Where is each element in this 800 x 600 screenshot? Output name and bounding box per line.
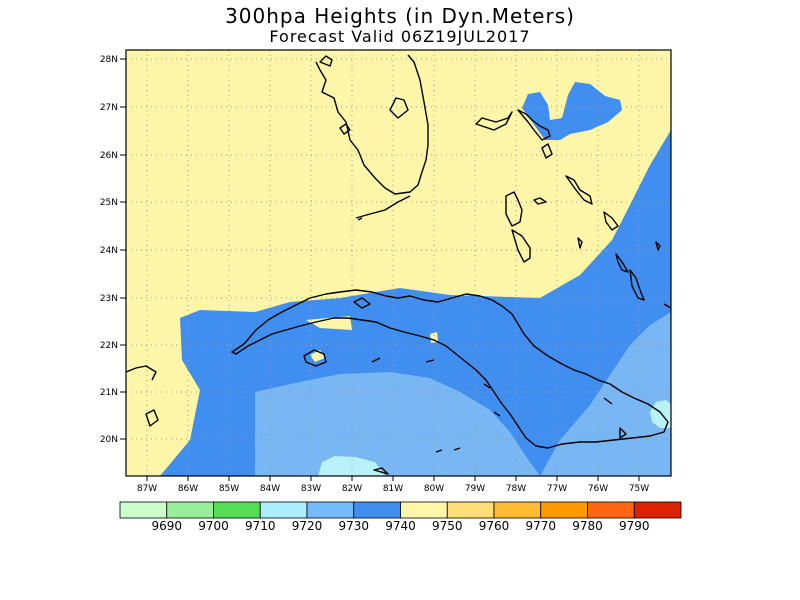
colorbar-label: 9780 bbox=[572, 519, 603, 533]
lon-label-81w: 81W bbox=[383, 484, 403, 494]
colorbar-swatch bbox=[119, 501, 168, 519]
lon-label-87w: 87W bbox=[137, 484, 157, 494]
colorbar-label: 9710 bbox=[245, 519, 276, 533]
colorbar-swatch bbox=[353, 501, 401, 519]
colorbar-swatch bbox=[587, 501, 635, 519]
colorbar-swatch bbox=[540, 501, 588, 519]
lon-label-76w: 76W bbox=[588, 484, 608, 494]
field-9720-east bbox=[540, 312, 671, 476]
field-9730-bahamas bbox=[522, 82, 622, 140]
lat-label-23n: 23N bbox=[100, 294, 118, 304]
lat-label-24n: 24N bbox=[100, 246, 118, 256]
lon-label-78w: 78W bbox=[506, 484, 526, 494]
lon-label-85w: 85W bbox=[219, 484, 239, 494]
lat-label-25n: 25N bbox=[100, 198, 118, 208]
colorbar-swatch bbox=[633, 501, 682, 519]
lat-axis bbox=[120, 58, 126, 440]
colorbar-label: 9760 bbox=[479, 519, 510, 533]
colorbar-swatch bbox=[259, 501, 308, 519]
height-field bbox=[126, 50, 671, 476]
field-9710-east bbox=[650, 400, 671, 428]
lat-label-26n: 26N bbox=[100, 151, 118, 161]
lon-label-80w: 80W bbox=[424, 484, 444, 494]
colorbar-swatch bbox=[446, 501, 495, 519]
colorbar-label: 9730 bbox=[338, 519, 369, 533]
colorbar-label: 9770 bbox=[525, 519, 556, 533]
colorbar-label: 9690 bbox=[151, 519, 182, 533]
colorbar-label: 9790 bbox=[619, 519, 650, 533]
lon-label-83w: 83W bbox=[301, 484, 321, 494]
colorbar-label: 9720 bbox=[292, 519, 323, 533]
lon-label-75w: 75W bbox=[629, 484, 649, 494]
lon-label-79w: 79W bbox=[465, 484, 485, 494]
lon-axis bbox=[146, 476, 640, 481]
coastlines bbox=[126, 54, 671, 475]
colorbar-swatch bbox=[166, 501, 214, 519]
lat-label-22n: 22N bbox=[100, 341, 118, 351]
colorbar-swatch bbox=[400, 501, 448, 519]
colorbar-swatch bbox=[493, 501, 542, 519]
lon-label-82w: 82W bbox=[342, 484, 362, 494]
lon-label-77w: 77W bbox=[547, 484, 567, 494]
lat-label-27n: 27N bbox=[100, 103, 118, 113]
lat-label-20n: 20N bbox=[100, 435, 118, 445]
colorbar-label: 9740 bbox=[385, 519, 416, 533]
colorbar: 9690 9700 9710 9720 9730 9740 9750 9760 9770 9780… bbox=[119, 501, 682, 533]
lon-label-86w: 86W bbox=[178, 484, 198, 494]
map-frame bbox=[125, 49, 672, 477]
colorbar-swatch bbox=[213, 501, 261, 519]
lat-label-21n: 21N bbox=[100, 388, 118, 398]
lat-label-28n: 28N bbox=[100, 55, 118, 65]
lon-label-84w: 84W bbox=[260, 484, 280, 494]
colorbar-swatch bbox=[306, 501, 355, 519]
field-9720 bbox=[255, 372, 540, 476]
colorbar-label: 9750 bbox=[432, 519, 463, 533]
colorbar-label: 9700 bbox=[198, 519, 229, 533]
chart-title: 300hpa Heights (in Dyn.Meters) bbox=[225, 4, 575, 28]
lat-lon-grid bbox=[126, 50, 671, 476]
forecast-valid-time: Forecast Valid 06Z19JUL2017 bbox=[269, 27, 531, 46]
field-patch bbox=[306, 316, 352, 330]
